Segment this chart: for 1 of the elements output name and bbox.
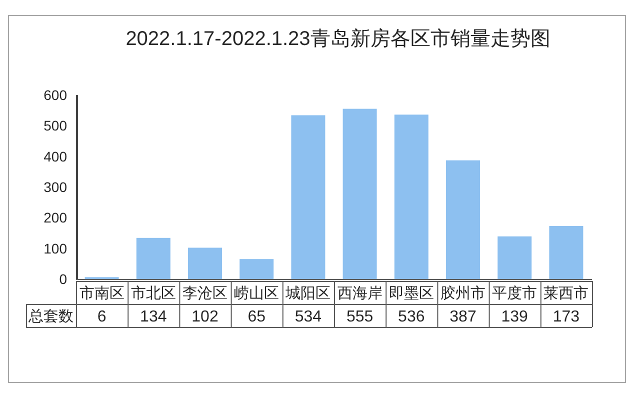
title: 2022.1.17-2022.1.23青岛新房各区市销量走势图 [126,28,550,50]
